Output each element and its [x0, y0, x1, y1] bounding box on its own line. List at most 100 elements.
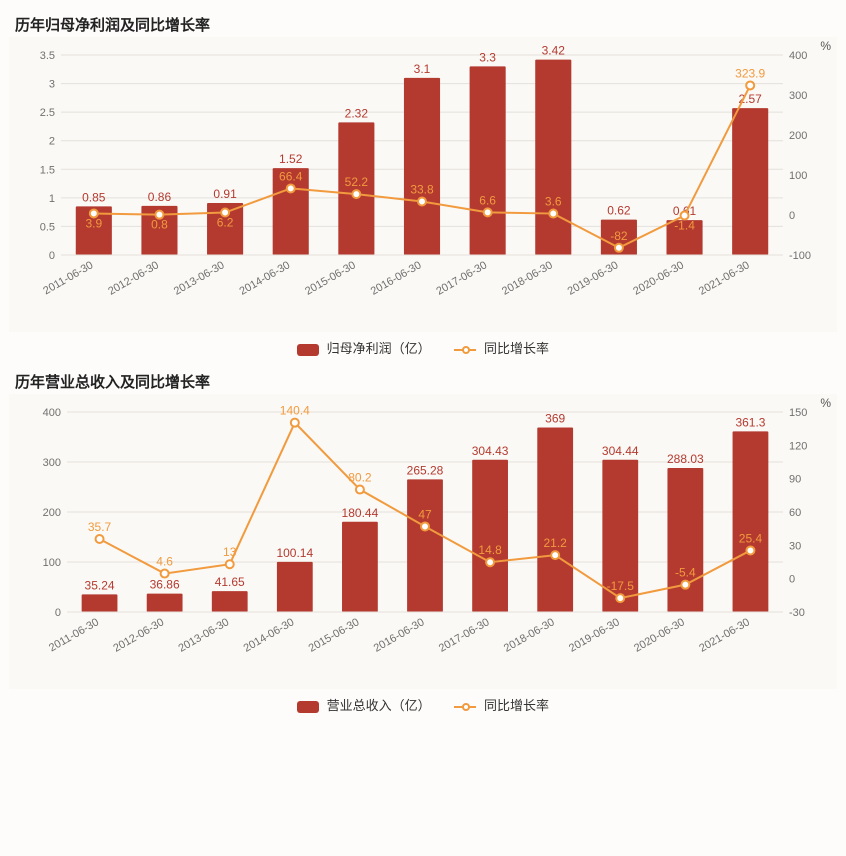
legend-bar-swatch	[297, 344, 319, 356]
svg-text:36.86: 36.86	[150, 578, 180, 592]
legend-bar-swatch	[297, 701, 319, 713]
svg-text:25.4: 25.4	[739, 531, 763, 545]
svg-text:2.5: 2.5	[40, 107, 55, 119]
svg-text:41.65: 41.65	[215, 575, 245, 589]
svg-text:2.57: 2.57	[739, 92, 763, 106]
svg-text:13: 13	[223, 545, 237, 559]
svg-text:3: 3	[49, 79, 55, 91]
svg-text:2012-06-30: 2012-06-30	[111, 616, 166, 655]
svg-text:-5.4: -5.4	[675, 566, 696, 580]
svg-text:120: 120	[789, 440, 807, 452]
chart-2-title: 历年营业总收入及同比增长率	[15, 371, 837, 392]
svg-text:2019-06-30: 2019-06-30	[566, 259, 621, 298]
svg-text:2014-06-30: 2014-06-30	[237, 259, 292, 298]
svg-text:0.62: 0.62	[607, 204, 631, 218]
legend-line-swatch	[454, 349, 476, 351]
svg-text:4.6: 4.6	[156, 555, 173, 569]
svg-text:3.1: 3.1	[414, 62, 431, 76]
chart-1-right-unit: %	[820, 39, 831, 53]
svg-text:2011-06-30: 2011-06-30	[41, 259, 95, 297]
svg-text:300: 300	[43, 457, 61, 469]
legend-line-item: 同比增长率	[454, 341, 549, 356]
svg-text:2016-06-30: 2016-06-30	[372, 616, 427, 655]
svg-text:2016-06-30: 2016-06-30	[369, 259, 424, 298]
svg-text:0: 0	[55, 607, 61, 619]
svg-text:-17.5: -17.5	[607, 579, 635, 593]
svg-text:100.14: 100.14	[276, 546, 313, 560]
svg-text:100: 100	[43, 557, 61, 569]
svg-text:35.7: 35.7	[88, 520, 112, 534]
svg-text:60: 60	[789, 507, 801, 519]
chart-2-right-unit: %	[820, 396, 831, 410]
svg-text:6.2: 6.2	[217, 216, 234, 230]
svg-text:30: 30	[789, 540, 801, 552]
svg-text:200: 200	[789, 130, 807, 142]
svg-text:200: 200	[43, 507, 61, 519]
svg-text:2017-06-30: 2017-06-30	[437, 616, 492, 655]
svg-text:-100: -100	[789, 250, 811, 262]
svg-text:2020-06-30: 2020-06-30	[631, 259, 686, 298]
legend-bar-item: 归母净利润（亿）	[297, 341, 434, 356]
chart-2-block: 历年营业总收入及同比增长率 % 0100200300400-3003060901…	[9, 371, 837, 718]
svg-text:2.32: 2.32	[345, 106, 369, 120]
svg-text:3.3: 3.3	[479, 50, 496, 64]
svg-text:-82: -82	[610, 229, 628, 243]
svg-text:0: 0	[789, 574, 795, 586]
legend-line-swatch	[454, 706, 476, 708]
svg-text:304.43: 304.43	[472, 444, 509, 458]
svg-text:0: 0	[789, 210, 795, 222]
svg-text:3.9: 3.9	[85, 216, 102, 230]
svg-text:180.44: 180.44	[342, 506, 379, 520]
svg-text:2021-06-30: 2021-06-30	[697, 616, 752, 655]
legend-line-label: 同比增长率	[484, 698, 549, 713]
svg-text:21.2: 21.2	[544, 536, 568, 550]
svg-text:1.5: 1.5	[40, 164, 55, 176]
svg-text:2019-06-30: 2019-06-30	[567, 616, 622, 655]
legend-line-label: 同比增长率	[484, 341, 549, 356]
svg-text:400: 400	[43, 407, 61, 419]
svg-text:-1.4: -1.4	[674, 219, 695, 233]
svg-text:66.4: 66.4	[279, 169, 303, 183]
legend-bar-label: 归母净利润（亿）	[327, 341, 431, 356]
svg-text:2012-06-30: 2012-06-30	[106, 259, 161, 298]
legend-line-item: 同比增长率	[454, 698, 549, 713]
svg-text:2015-06-30: 2015-06-30	[303, 259, 358, 298]
svg-text:400: 400	[789, 50, 807, 62]
chart-1-block: 历年归母净利润及同比增长率 % 00.511.522.533.5-1000100…	[9, 14, 837, 361]
svg-text:6.6: 6.6	[479, 193, 496, 207]
chart-2-svg: 0100200300400-30030609012015035.2436.864…	[9, 394, 837, 684]
svg-text:2018-06-30: 2018-06-30	[502, 616, 557, 655]
svg-text:0: 0	[49, 250, 55, 262]
svg-text:3.42: 3.42	[542, 44, 566, 58]
svg-text:2020-06-30: 2020-06-30	[632, 616, 687, 655]
svg-text:2015-06-30: 2015-06-30	[307, 616, 362, 655]
svg-text:0.5: 0.5	[40, 221, 55, 233]
chart-1-svg: 00.511.522.533.5-10001002003004000.850.8…	[9, 37, 837, 327]
svg-text:0.86: 0.86	[148, 190, 172, 204]
svg-text:0.85: 0.85	[82, 190, 106, 204]
chart-1-plot: % 00.511.522.533.5-10001002003004000.850…	[9, 37, 837, 332]
svg-text:361.3: 361.3	[735, 415, 765, 429]
svg-text:369: 369	[545, 412, 565, 426]
svg-text:2013-06-30: 2013-06-30	[172, 259, 227, 298]
svg-text:2013-06-30: 2013-06-30	[176, 616, 231, 655]
chart-1-title: 历年归母净利润及同比增长率	[15, 14, 837, 35]
legend-bar-label: 营业总收入（亿）	[327, 698, 431, 713]
svg-text:0.8: 0.8	[151, 218, 168, 232]
svg-text:150: 150	[789, 407, 807, 419]
svg-text:2011-06-30: 2011-06-30	[47, 616, 101, 654]
svg-text:100: 100	[789, 170, 807, 182]
svg-text:35.24: 35.24	[85, 578, 115, 592]
svg-text:2: 2	[49, 136, 55, 148]
chart-1-legend: 归母净利润（亿） 同比增长率	[9, 332, 837, 361]
svg-text:265.28: 265.28	[407, 463, 444, 477]
svg-text:288.03: 288.03	[667, 452, 704, 466]
svg-text:3.5: 3.5	[40, 50, 55, 62]
chart-2-plot: % 0100200300400-30030609012015035.2436.8…	[9, 394, 837, 689]
svg-text:1.52: 1.52	[279, 152, 303, 166]
svg-text:2021-06-30: 2021-06-30	[697, 259, 752, 298]
svg-text:300: 300	[789, 90, 807, 102]
svg-text:140.4: 140.4	[280, 404, 310, 418]
svg-text:323.9: 323.9	[735, 66, 765, 80]
svg-text:2014-06-30: 2014-06-30	[242, 616, 297, 655]
